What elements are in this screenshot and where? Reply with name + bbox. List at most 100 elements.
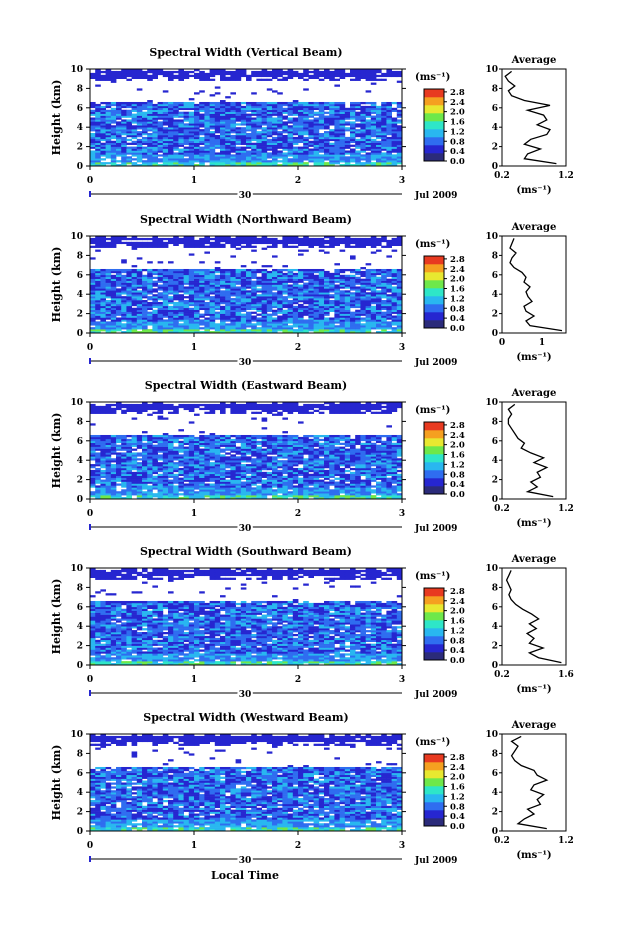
heatmap-cell — [272, 238, 278, 240]
heatmap-cell — [184, 325, 190, 327]
heatmap-cell — [303, 250, 309, 252]
heatmap-cell — [100, 145, 106, 147]
heatmap-cell — [262, 480, 268, 482]
heatmap-cell — [371, 145, 377, 147]
heatmap-cell — [220, 244, 226, 246]
heatmap-cell — [256, 308, 262, 310]
heatmap-cell — [95, 491, 101, 493]
heatmap-cell — [189, 491, 195, 493]
heatmap-cell — [178, 308, 184, 310]
heatmap-cell — [137, 257, 143, 259]
heatmap-cell — [163, 139, 169, 141]
heatmap-cell — [340, 119, 346, 121]
heatmap-cell — [236, 325, 242, 327]
heatmap-cell — [329, 495, 335, 497]
heatmap-cell — [298, 288, 304, 290]
heatmap-cell — [116, 125, 122, 127]
heatmap-cell — [293, 329, 299, 331]
heatmap-cell — [199, 273, 205, 275]
heatmap-cell — [137, 306, 143, 308]
heatmap-cell — [121, 152, 127, 154]
heatmap-cell — [215, 314, 221, 316]
heatmap-cell — [95, 269, 101, 271]
heatmap-cell — [251, 302, 257, 304]
heatmap-cell — [267, 489, 273, 491]
heatmap-cell — [267, 277, 273, 279]
heatmap-cell — [106, 312, 112, 314]
heatmap-cell — [329, 286, 335, 288]
heatmap-cell — [230, 487, 236, 489]
heatmap-cell — [184, 152, 190, 154]
heatmap-cell — [345, 312, 351, 314]
heatmap-cell — [194, 129, 200, 131]
heatmap-cell — [246, 271, 252, 273]
heatmap-cell — [147, 116, 153, 118]
heatmap-cell — [178, 242, 184, 244]
heatmap-cell — [324, 321, 330, 323]
heatmap-cell — [293, 489, 299, 491]
heatmap-cell — [194, 106, 200, 108]
heatmap-cell — [126, 133, 132, 135]
heatmap-cell — [90, 296, 96, 298]
heatmap-cell — [142, 300, 148, 302]
heatmap-cell — [147, 319, 153, 321]
heatmap-cell — [194, 283, 200, 285]
heatmap-cell — [241, 106, 247, 108]
heatmap-cell — [298, 281, 304, 283]
heatmap-cell — [355, 156, 361, 158]
heatmap-cell — [95, 292, 101, 294]
heatmap-cell — [329, 319, 335, 321]
heatmap-cell — [345, 162, 351, 164]
heatmap-cell — [230, 317, 236, 319]
heatmap-cell — [251, 482, 257, 484]
heatmap-cell — [210, 493, 216, 495]
heatmap-cell — [132, 143, 138, 145]
heatmap-cell — [236, 314, 242, 316]
heatmap-cell — [152, 112, 158, 114]
heatmap-cell — [241, 238, 247, 240]
heatmap-cell — [355, 294, 361, 296]
x-tick-label: 2 — [295, 343, 301, 353]
heatmap-cell — [303, 310, 309, 312]
heatmap-cell — [220, 160, 226, 162]
heatmap-cell — [314, 304, 320, 306]
heatmap-cell — [215, 283, 221, 285]
heatmap-cell — [314, 478, 320, 480]
heatmap-cell — [298, 160, 304, 162]
heatmap-cell — [293, 160, 299, 162]
heatmap-cell — [376, 75, 382, 77]
heatmap-cell — [371, 131, 377, 133]
heatmap-cell — [241, 71, 247, 73]
heatmap-cell — [126, 149, 132, 151]
heatmap-cell — [277, 137, 283, 139]
heatmap-cell — [324, 71, 330, 73]
heatmap-cell — [189, 285, 195, 287]
heatmap-cell — [324, 73, 330, 75]
heatmap-cell — [256, 269, 262, 271]
heatmap-cell — [293, 312, 299, 314]
heatmap-cell — [178, 312, 184, 314]
heatmap-cell — [334, 75, 340, 77]
heatmap-cell — [334, 137, 340, 139]
heatmap-cell — [178, 150, 184, 152]
heatmap-cell — [132, 75, 138, 77]
heatmap-cell — [152, 104, 158, 106]
heatmap-cell — [158, 304, 164, 306]
heatmap-cell — [132, 125, 138, 127]
heatmap-cell — [262, 133, 268, 135]
heatmap-cell — [126, 288, 132, 290]
heatmap-cell — [392, 137, 398, 139]
heatmap-cell — [215, 135, 221, 137]
heatmap-cell — [106, 493, 112, 495]
heatmap-cell — [189, 152, 195, 154]
heatmap-cell — [199, 106, 205, 108]
heatmap-cell — [132, 137, 138, 139]
heatmap-cell — [168, 106, 174, 108]
heatmap-cell — [267, 273, 273, 275]
heatmap-cell — [293, 480, 299, 482]
heatmap-cell — [288, 319, 294, 321]
heatmap-cell — [288, 285, 294, 287]
heatmap-cell — [116, 310, 122, 312]
heatmap-cell — [106, 145, 112, 147]
heatmap-cell — [288, 135, 294, 137]
